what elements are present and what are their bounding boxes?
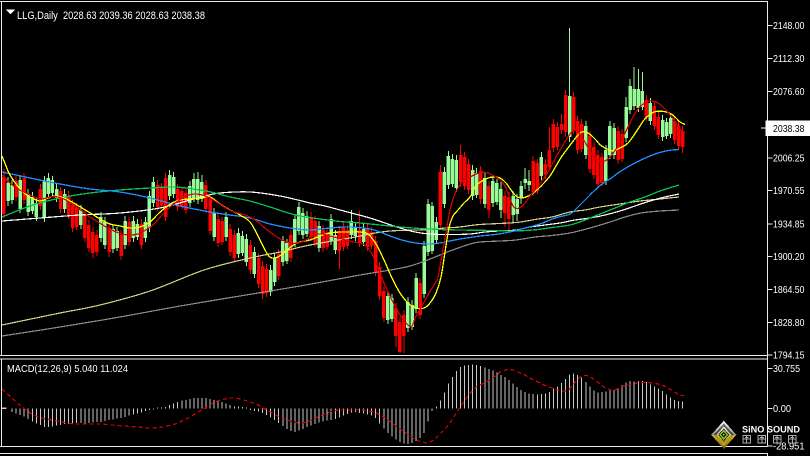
svg-text:1828.80: 1828.80	[773, 317, 805, 329]
svg-text:2148.00: 2148.00	[773, 20, 805, 32]
svg-text:SiNO SOUND: SiNO SOUND	[742, 425, 800, 436]
svg-text:1934.85: 1934.85	[773, 218, 805, 230]
svg-text:LLG,Daily 2028.63 2039.36 202: LLG,Daily 2028.63 2039.36 2028.63 2038.3…	[17, 10, 205, 22]
svg-text:2076.60: 2076.60	[773, 86, 805, 98]
svg-text:1794.15: 1794.15	[773, 350, 805, 362]
svg-text:2006.25: 2006.25	[773, 152, 805, 164]
svg-text:0.00: 0.00	[773, 403, 791, 415]
svg-text:MACD(12,26,9) 5.040 11.024: MACD(12,26,9) 5.040 11.024	[7, 363, 128, 375]
svg-text:1900.20: 1900.20	[773, 251, 805, 263]
svg-text:1970.55: 1970.55	[773, 185, 805, 197]
svg-text:30.755: 30.755	[773, 363, 800, 375]
svg-text:2112.30: 2112.30	[773, 53, 805, 65]
svg-text:2038.38: 2038.38	[773, 123, 805, 135]
svg-text:1864.50: 1864.50	[773, 284, 805, 296]
